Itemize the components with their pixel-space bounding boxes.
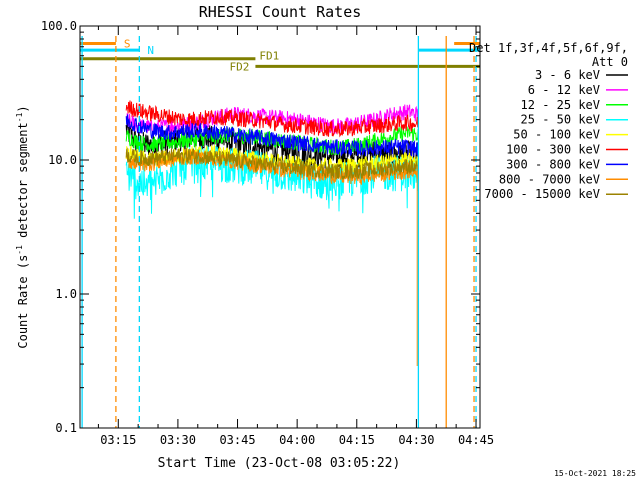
plot-frame [79,25,481,429]
y-axis-label-end: ) [16,105,30,112]
vertical-markers [81,36,477,428]
flag-label-s: S [124,38,131,51]
y-axis-label-sup2: -1 [15,112,24,122]
y-axis-label: Count Rate (s-1 detector segment-1) [15,105,30,348]
legend-header-attenuator: Att 0 [592,55,628,69]
y-tick-label: 100.0 [41,19,77,33]
y-axis-label-main: Count Rate (s [16,255,30,349]
series-line-100-300-kev [125,100,419,138]
x-tick-label: 04:30 [398,433,434,447]
series-line-7000-15000-kev [125,147,419,180]
legend-label-12-25-kev: 12 - 25 keV [521,98,600,112]
footer-timestamp: 15-Oct-2021 18:25 [554,469,636,478]
flag-label-fd1: FD1 [259,50,279,63]
chart-title: RHESSI Count Rates [199,3,362,21]
y-tick-label: 0.1 [55,421,77,435]
y-axis-label-sup1: -1 [15,245,24,255]
legend-label-100-300-kev: 100 - 300 keV [506,143,600,157]
legend-header-detectors: Det 1f,3f,4f,5f,6f,9f, [469,41,628,55]
series-line-300-800-kev [125,114,419,157]
flags-layer: S N FD1 FD2 [80,38,480,73]
x-tick-label: 03:15 [100,433,136,447]
y-axis-label-mid: detector segment [16,122,30,245]
legend-label-6-12-kev: 6 - 12 keV [528,83,600,97]
x-tick-label: 03:30 [160,433,196,447]
y-tick-label: 1.0 [55,287,77,301]
flag-label-n: N [147,44,154,57]
legend-label-50-100-kev: 50 - 100 keV [513,128,600,142]
x-tick-label: 03:45 [219,433,255,447]
x-axis-label: Start Time (23-Oct-08 03:05:22) [158,456,401,471]
y-tick-label: 10.0 [48,153,77,167]
axes: 100.0 10.0 1.0 0.1 03:15 03:30 03:45 04:00 04:15… [41,19,494,447]
flag-label-fd2: FD2 [230,60,250,73]
x-tick-label: 04:00 [279,433,315,447]
data-layer [125,100,419,367]
legend-label-800-7000-kev: 800 - 7000 keV [499,172,600,186]
x-tick-label: 04:45 [458,433,494,447]
x-tick-label: 04:15 [339,433,375,447]
legend-label-300-800-kev: 300 - 800 keV [506,157,600,171]
legend-label-25-50-kev: 25 - 50 keV [521,113,600,127]
legend-label-3-6-kev: 3 - 6 keV [535,68,600,82]
legend: Det 1f,3f,4f,5f,6f,9f, Att 0 3 - 6 keV6 … [469,41,628,201]
legend-label-7000-15000-kev: 7000 - 15000 keV [484,187,600,201]
